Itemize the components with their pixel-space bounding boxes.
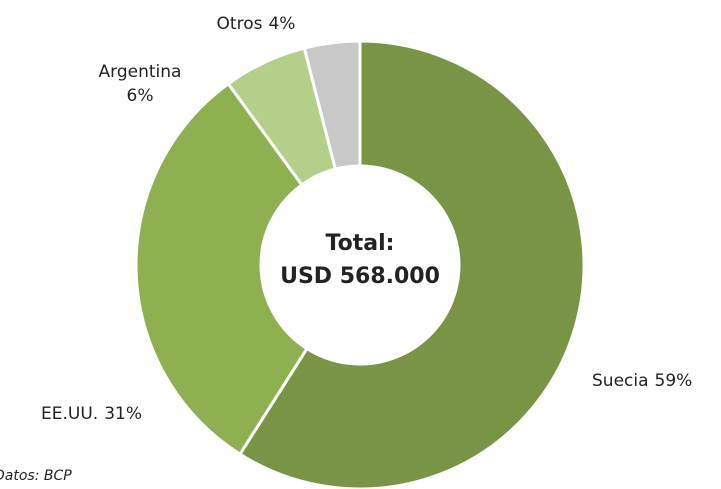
slice-value-label: 6% <box>127 86 154 106</box>
source-note: Datos: BCP <box>0 468 72 484</box>
slice-category: Otros <box>217 14 263 34</box>
donut-slice <box>302 39 362 171</box>
slice-category: Suecia <box>592 371 649 391</box>
donut-slice <box>134 81 310 457</box>
donut-slice <box>237 39 586 489</box>
slice-label: EE.UU. 31% <box>41 404 142 424</box>
slice-category: EE.UU. <box>41 404 98 424</box>
slice-value-label: 4% <box>268 14 295 34</box>
slice-value-label: 31% <box>104 404 142 424</box>
center-total: USD 568.000 <box>280 264 440 289</box>
center-title: Total: <box>326 231 395 256</box>
slice-label: Argentina 6% <box>99 62 182 106</box>
slice-label: Otros 4% <box>217 14 296 34</box>
slice-value-label: 59% <box>655 371 693 391</box>
slice-label: Suecia 59% <box>592 371 692 391</box>
slice-category: Argentina <box>99 62 182 82</box>
